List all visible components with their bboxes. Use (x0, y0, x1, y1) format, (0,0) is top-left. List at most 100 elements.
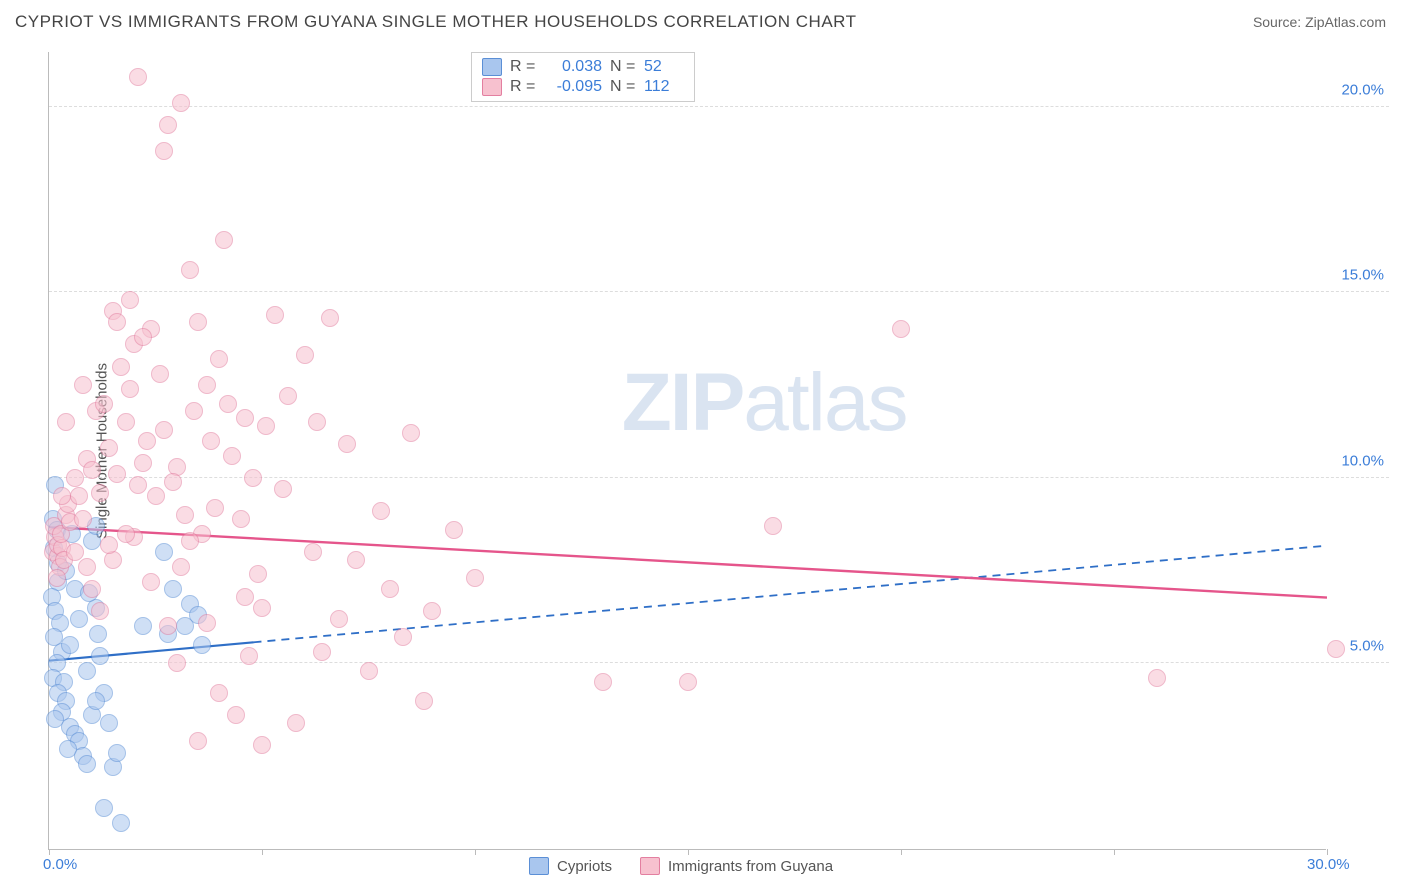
legend-swatch-icon (640, 857, 660, 875)
legend-item-guyana: Immigrants from Guyana (640, 857, 833, 875)
data-point-guyana (227, 706, 245, 724)
data-point-guyana (117, 413, 135, 431)
data-point-guyana (236, 409, 254, 427)
data-point-guyana (304, 543, 322, 561)
data-point-guyana (360, 662, 378, 680)
data-point-guyana (147, 487, 165, 505)
data-point-guyana (236, 588, 254, 606)
y-tick-label: 20.0% (1341, 81, 1384, 98)
data-point-guyana (313, 643, 331, 661)
data-point-guyana (138, 432, 156, 450)
stats-legend-box: R =0.038N =52R =-0.095N =112 (471, 52, 695, 102)
stats-row-guyana: R =-0.095N =112 (482, 77, 684, 97)
data-point-guyana (202, 432, 220, 450)
data-point-guyana (215, 231, 233, 249)
data-point-guyana (210, 684, 228, 702)
data-point-guyana (155, 142, 173, 160)
series-legend: CypriotsImmigrants from Guyana (529, 857, 833, 875)
data-point-guyana (91, 602, 109, 620)
data-point-guyana (1148, 669, 1166, 687)
stats-r-label: R = (510, 58, 536, 76)
data-point-guyana (176, 506, 194, 524)
data-point-guyana (466, 569, 484, 587)
data-point-guyana (48, 569, 66, 587)
data-point-guyana (70, 487, 88, 505)
data-point-guyana (181, 261, 199, 279)
data-point-guyana (198, 376, 216, 394)
plot-area: ZIPatlas R =0.038N =52R =-0.095N =112 Cy… (48, 52, 1326, 850)
chart-container: Single Mother Households ZIPatlas R =0.0… (48, 52, 1388, 850)
data-point-guyana (66, 469, 84, 487)
stats-n-value: 52 (644, 58, 684, 76)
data-point-guyana (308, 413, 326, 431)
data-point-guyana (679, 673, 697, 691)
data-point-guyana (210, 350, 228, 368)
data-point-guyana (164, 473, 182, 491)
data-point-guyana (129, 476, 147, 494)
x-tick (688, 849, 689, 855)
data-point-guyana (57, 413, 75, 431)
chart-title: CYPRIOT VS IMMIGRANTS FROM GUYANA SINGLE… (15, 12, 857, 32)
gridline-h (49, 106, 1389, 107)
data-point-cypriots (89, 625, 107, 643)
stats-r-value: -0.095 (544, 78, 602, 96)
stats-swatch-icon (482, 78, 502, 96)
data-point-guyana (121, 291, 139, 309)
data-point-guyana (223, 447, 241, 465)
data-point-guyana (338, 435, 356, 453)
data-point-guyana (134, 328, 152, 346)
data-point-cypriots (78, 662, 96, 680)
stats-r-value: 0.038 (544, 58, 602, 76)
data-point-guyana (232, 510, 250, 528)
gridline-h (49, 291, 1389, 292)
data-point-guyana (219, 395, 237, 413)
data-point-guyana (121, 380, 139, 398)
data-point-cypriots (134, 617, 152, 635)
data-point-guyana (402, 424, 420, 442)
trend-lines (49, 52, 1327, 850)
x-tick-label: 0.0% (43, 856, 77, 873)
data-point-guyana (253, 599, 271, 617)
x-tick (901, 849, 902, 855)
data-point-guyana (198, 614, 216, 632)
y-tick-label: 10.0% (1341, 452, 1384, 469)
data-point-guyana (206, 499, 224, 517)
data-point-guyana (253, 736, 271, 754)
trendline-cypriots-dashed (253, 546, 1327, 643)
data-point-guyana (764, 517, 782, 535)
x-tick (262, 849, 263, 855)
data-point-cypriots (61, 636, 79, 654)
watermark: ZIPatlas (622, 356, 907, 450)
x-tick-label: 30.0% (1307, 856, 1350, 873)
x-tick (475, 849, 476, 855)
x-tick (1114, 849, 1115, 855)
data-point-cypriots (70, 610, 88, 628)
data-point-guyana (372, 502, 390, 520)
data-point-guyana (168, 654, 186, 672)
data-point-guyana (249, 565, 267, 583)
data-point-guyana (100, 536, 118, 554)
data-point-guyana (266, 306, 284, 324)
data-point-guyana (134, 454, 152, 472)
trendline-cypriots (49, 642, 253, 660)
data-point-cypriots (78, 755, 96, 773)
data-point-guyana (257, 417, 275, 435)
data-point-guyana (159, 617, 177, 635)
data-point-guyana (172, 94, 190, 112)
data-point-guyana (189, 313, 207, 331)
stats-n-label: N = (610, 58, 636, 76)
data-point-guyana (244, 469, 262, 487)
data-point-guyana (240, 647, 258, 665)
data-point-guyana (347, 551, 365, 569)
data-point-guyana (66, 543, 84, 561)
data-point-guyana (321, 309, 339, 327)
data-point-guyana (108, 465, 126, 483)
data-point-guyana (100, 439, 118, 457)
data-point-guyana (83, 461, 101, 479)
data-point-guyana (1327, 640, 1345, 658)
stats-n-label: N = (610, 78, 636, 96)
legend-label: Immigrants from Guyana (668, 858, 833, 875)
trendline-guyana (49, 527, 1327, 598)
data-point-guyana (185, 402, 203, 420)
data-point-cypriots (95, 799, 113, 817)
